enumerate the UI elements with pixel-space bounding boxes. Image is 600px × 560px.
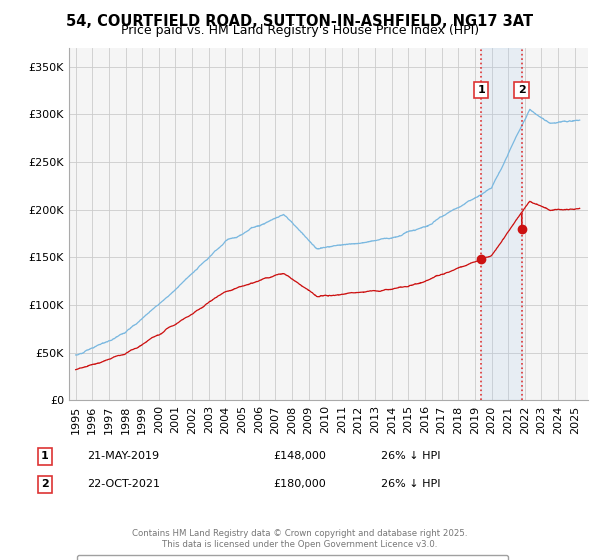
Text: 1: 1 — [478, 85, 485, 95]
Text: Price paid vs. HM Land Registry's House Price Index (HPI): Price paid vs. HM Land Registry's House … — [121, 24, 479, 37]
Text: Contains HM Land Registry data © Crown copyright and database right 2025.
This d: Contains HM Land Registry data © Crown c… — [132, 529, 468, 549]
Text: 1: 1 — [41, 451, 49, 461]
Text: 21-MAY-2019: 21-MAY-2019 — [87, 451, 159, 461]
Text: £148,000: £148,000 — [273, 451, 326, 461]
Bar — [481, 48, 521, 400]
Text: 54, COURTFIELD ROAD, SUTTON-IN-ASHFIELD, NG17 3AT: 54, COURTFIELD ROAD, SUTTON-IN-ASHFIELD,… — [67, 14, 533, 29]
Text: 2: 2 — [518, 85, 526, 95]
Text: 22-OCT-2021: 22-OCT-2021 — [87, 479, 160, 489]
Text: 2: 2 — [41, 479, 49, 489]
Legend: 54, COURTFIELD ROAD, SUTTON-IN-ASHFIELD, NG17 3AT (detached house), HPI: Average: 54, COURTFIELD ROAD, SUTTON-IN-ASHFIELD,… — [77, 555, 508, 560]
Text: 26% ↓ HPI: 26% ↓ HPI — [381, 479, 440, 489]
Text: £180,000: £180,000 — [273, 479, 326, 489]
Text: 26% ↓ HPI: 26% ↓ HPI — [381, 451, 440, 461]
